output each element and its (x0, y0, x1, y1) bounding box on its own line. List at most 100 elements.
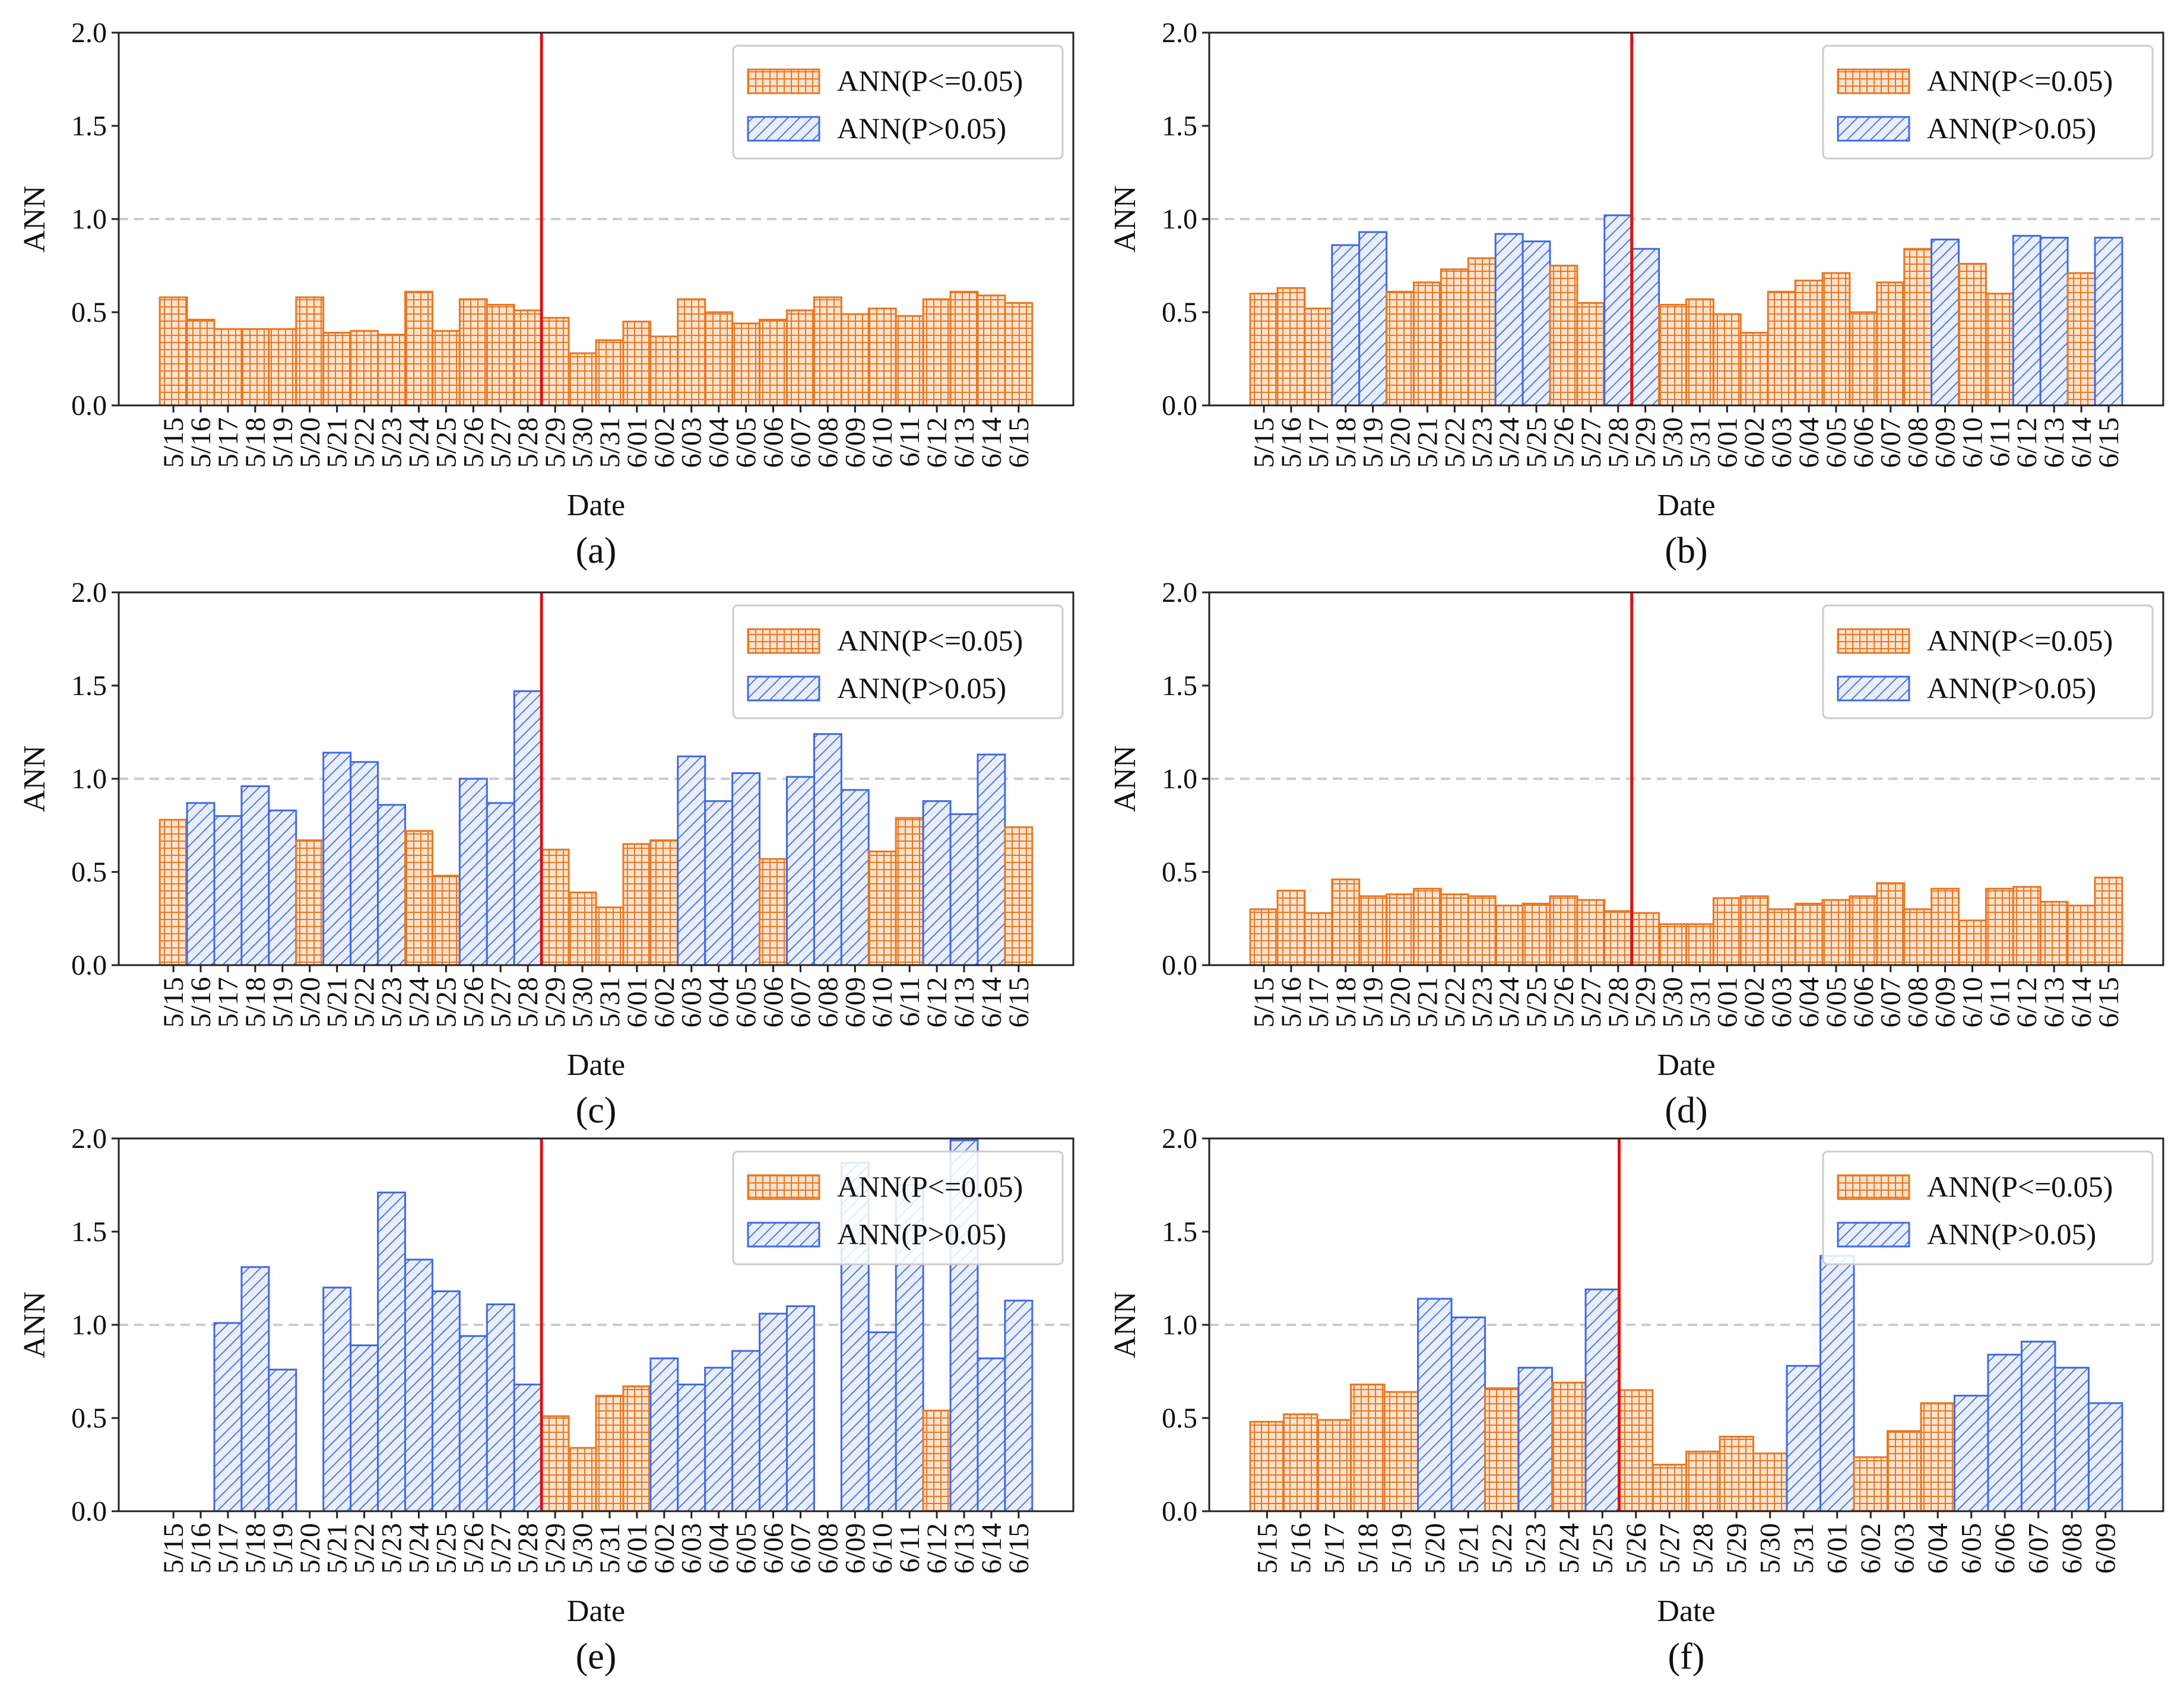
bar-5-20 (1386, 893, 1415, 966)
bar-6-11 (1985, 887, 2014, 966)
x-tick-label: 5/18 (240, 977, 271, 1027)
y-tick-label: 0.5 (71, 857, 107, 888)
bar-5-31 (595, 1394, 625, 1512)
x-tick-label: 6/14 (2066, 977, 2097, 1027)
bar-5-23 (1517, 1366, 1554, 1512)
bar-5-29 (1719, 1435, 1754, 1512)
y-axis-label: ANN (1108, 186, 1142, 253)
bar-5-29 (540, 316, 570, 407)
x-axis-label: Date (1657, 1048, 1715, 1082)
legend-label-nonsig: ANN(P>0.05) (1927, 671, 2096, 705)
x-tick-label: 5/18 (240, 1523, 271, 1574)
bar-5-31 (595, 339, 625, 407)
x-tick-label: 5/16 (1276, 977, 1307, 1027)
x-tick-label: 6/05 (731, 417, 762, 468)
x-tick-label: 5/28 (1603, 977, 1634, 1027)
x-tick-label: 6/01 (622, 417, 653, 468)
x-tick-label: 5/21 (1453, 1523, 1484, 1574)
x-tick-label: 5/28 (1688, 1523, 1719, 1574)
x-tick-label: 5/22 (1486, 1523, 1518, 1574)
x-tick-label: 6/02 (1739, 977, 1770, 1027)
bar-5-15 (1249, 1420, 1285, 1512)
bar-6-10 (1957, 262, 1987, 407)
x-tick-label: 6/08 (812, 1523, 844, 1574)
x-tick-label: 6/04 (1793, 417, 1825, 468)
x-tick-label: 5/26 (1548, 417, 1580, 468)
bar-6-02 (649, 1357, 679, 1512)
bar-6-02 (649, 335, 679, 407)
y-tick-label: 0.5 (1162, 1403, 1197, 1434)
legend-label-sig: ANN(P<=0.05) (837, 624, 1023, 657)
x-tick-label: 6/05 (731, 1523, 762, 1574)
bar-5-19 (268, 1368, 297, 1512)
bar-5-25 (431, 329, 461, 407)
bar-6-01 (1712, 313, 1742, 407)
bar-5-17 (1304, 307, 1333, 407)
bar-5-22 (350, 1344, 379, 1512)
x-tick-label: 6/12 (921, 1523, 953, 1574)
bar-5-17 (1316, 1419, 1352, 1512)
bar-5-26 (458, 298, 488, 407)
legend-swatch-nonsig (1837, 116, 1910, 142)
x-tick-label: 6/14 (976, 1523, 1007, 1574)
bar-5-28 (513, 1383, 543, 1512)
x-tick-label: 6/15 (2093, 417, 2125, 468)
bar-5-31 (1685, 923, 1714, 966)
x-tick-label: 5/25 (1521, 977, 1552, 1027)
bar-5-19 (268, 809, 297, 966)
legend-label-nonsig: ANN(P>0.05) (837, 1217, 1006, 1251)
x-axis-label: Date (567, 1048, 625, 1082)
legend-swatch-nonsig (1837, 675, 1910, 702)
bar-5-25 (431, 874, 461, 966)
bar-6-04 (704, 311, 734, 407)
x-tick-label: 5/19 (1358, 977, 1389, 1027)
x-tick-label: 5/23 (376, 977, 408, 1027)
x-tick-label: 5/18 (240, 417, 271, 468)
bar-5-18 (240, 328, 270, 407)
y-tick-label: 0.5 (1162, 857, 1197, 888)
x-tick-label: 5/20 (294, 417, 326, 468)
bar-5-16 (186, 802, 215, 966)
x-tick-label: 6/12 (2011, 977, 2043, 1027)
x-tick-label: 5/22 (1439, 977, 1470, 1027)
x-tick-label: 5/29 (540, 1523, 571, 1574)
bar-6-06 (1987, 1353, 2023, 1512)
bar-5-18 (1350, 1383, 1386, 1512)
legend-label-nonsig: ANN(P>0.05) (1927, 112, 2096, 145)
x-tick-label: 5/26 (1548, 977, 1580, 1027)
bar-6-08 (1903, 908, 1933, 966)
x-tick-label: 5/15 (158, 417, 189, 468)
bar-5-28 (1685, 1451, 1721, 1512)
legend: ANN(P<=0.05) ANN(P>0.05) (732, 1150, 1064, 1265)
bar-5-21 (1413, 281, 1442, 407)
legend: ANN(P<=0.05) ANN(P>0.05) (732, 45, 1064, 160)
x-tick-label: 5/20 (1385, 977, 1416, 1027)
x-tick-label: 6/13 (949, 1523, 980, 1574)
bar-5-25 (431, 1290, 461, 1512)
x-tick-label: 5/18 (1330, 417, 1362, 468)
bar-6-01 (622, 843, 652, 966)
bar-6-10 (867, 850, 897, 966)
bar-6-11 (895, 315, 924, 407)
x-tick-label: 6/01 (1711, 417, 1743, 468)
y-tick-label: 1.0 (71, 1309, 107, 1341)
bar-5-17 (213, 815, 243, 966)
x-tick-label: 5/25 (430, 977, 462, 1027)
bar-5-20 (295, 839, 325, 966)
chart-panel-d: 0.00.51.01.52.05/155/165/175/185/195/205… (1108, 577, 2164, 1131)
panel-caption: (e) (576, 1636, 617, 1677)
x-tick-label: 5/15 (158, 977, 189, 1027)
bar-6-14 (977, 1357, 1006, 1512)
x-tick-label: 6/14 (976, 417, 1007, 468)
bar-6-12 (922, 800, 952, 966)
bar-5-17 (1304, 912, 1333, 966)
bar-5-21 (1450, 1316, 1486, 1512)
bar-6-04 (1920, 1402, 1955, 1512)
bar-6-02 (1853, 1456, 1888, 1512)
bar-6-09 (840, 313, 870, 407)
panel-caption: (a) (576, 531, 617, 571)
x-tick-label: 6/08 (2056, 1523, 2088, 1574)
x-tick-label: 5/26 (458, 1523, 489, 1574)
x-tick-label: 5/21 (322, 977, 353, 1027)
